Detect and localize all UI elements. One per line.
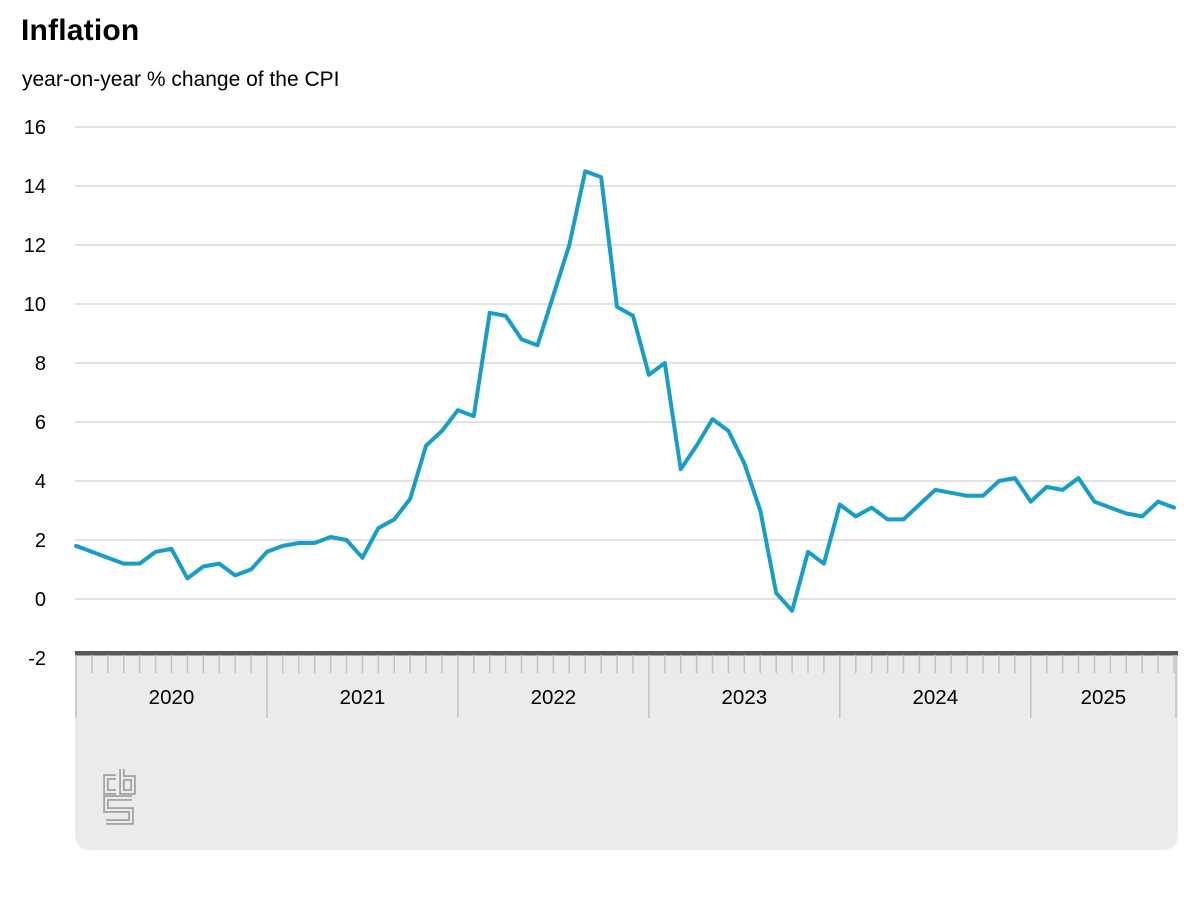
year-label: 2020 [149, 686, 195, 709]
x-axis-line [75, 651, 1178, 656]
y-axis-label: 12 [24, 235, 46, 257]
year-label: 2025 [1081, 686, 1127, 709]
year-label: 2022 [531, 686, 577, 709]
gridlines [75, 126, 1176, 600]
y-axis-labels: 16 14 12 10 8 6 4 2 0 -2 [24, 117, 46, 670]
y-axis-label: 8 [35, 353, 46, 375]
chart-subtitle: year-on-year % change of the CPI [22, 68, 340, 91]
page-title: Inflation [21, 14, 140, 47]
cbs-logo [103, 769, 136, 825]
y-axis-label: 10 [24, 294, 46, 316]
y-axis-label: -2 [28, 648, 46, 670]
cbs-logo-letter-inner [120, 769, 135, 794]
year-label: 2023 [722, 686, 768, 709]
x-axis-band [75, 655, 1178, 850]
y-axis-label: 0 [35, 589, 46, 611]
cbs-logo-letter-inner [104, 775, 116, 794]
x-axis-year-labels: 2020 2021 2022 2023 2024 2025 [149, 686, 1127, 709]
inflation-line [74, 169, 1176, 613]
year-label: 2021 [340, 686, 386, 709]
y-axis-label: 6 [35, 412, 46, 434]
y-axis-label: 14 [24, 176, 46, 198]
cbs-logo-letter-inner [104, 796, 133, 824]
y-axis-label: 2 [35, 530, 46, 552]
x-axis-ticks [75, 655, 1177, 718]
y-axis-label: 16 [24, 117, 46, 139]
year-label: 2024 [912, 686, 958, 709]
y-axis-label: 4 [35, 471, 46, 493]
